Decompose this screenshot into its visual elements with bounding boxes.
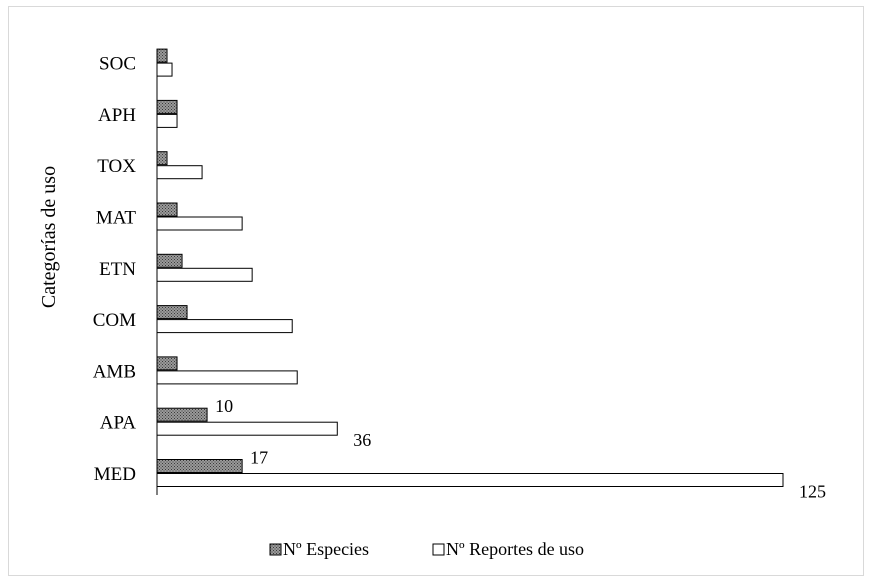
legend: Nº Especies Nº Reportes de uso: [269, 539, 584, 559]
bar-reportes-apa: [156, 421, 338, 436]
bar-chart: Categorías de uso MED 17 125 APA 10 36 AMB COM E…: [38, 48, 826, 559]
data-label-especies-med: 17: [250, 448, 268, 468]
category-label-tox: TOX: [97, 156, 136, 177]
category-label-apa: APA: [100, 413, 137, 434]
y-axis-title: Categorías de uso: [38, 166, 60, 308]
bar-especies-aph: [156, 99, 178, 114]
data-label-especies-apa: 10: [215, 396, 233, 416]
bar-reportes-aph: [156, 113, 178, 128]
category-label-soc: SOC: [99, 54, 136, 75]
bar-especies-com: [156, 305, 188, 320]
bar-especies-etn: [156, 253, 183, 268]
bar-especies-med: [156, 459, 243, 473]
bar-reportes-etn: [156, 267, 253, 282]
bar-especies-amb: [156, 356, 178, 371]
chart-frame: Categorías de uso MED 17 125 APA 10 36 AMB COM E…: [8, 6, 864, 576]
data-label-reportes-med: 125: [799, 482, 826, 502]
bar-reportes-tox: [156, 165, 203, 180]
bar-especies-apa: [156, 407, 208, 422]
category-label-aph: APH: [98, 105, 136, 126]
bar-reportes-amb: [156, 370, 298, 385]
bar-reportes-med: [156, 473, 784, 487]
legend-label-especies: Nº Especies: [283, 539, 369, 559]
category-label-mat: MAT: [96, 208, 137, 229]
bar-especies-tox: [156, 151, 168, 166]
legend-label-reportes: Nº Reportes de uso: [446, 539, 584, 559]
bar-reportes-mat: [156, 216, 243, 231]
category-label-med: MED: [94, 464, 136, 485]
bar-reportes-soc: [156, 62, 173, 77]
data-label-reportes-apa: 36: [353, 430, 371, 450]
legend-swatch-especies: [269, 543, 282, 556]
category-label-com: COM: [93, 310, 136, 331]
bar-especies-soc: [156, 48, 168, 63]
category-label-etn: ETN: [99, 259, 136, 280]
legend-item-reportes: Nº Reportes de uso: [432, 539, 584, 559]
bars-group: MED 17 125 APA 10 36 AMB COM ETN MAT TOX APH SOC: [93, 48, 826, 502]
category-label-amb: AMB: [93, 361, 136, 382]
bar-especies-mat: [156, 202, 178, 217]
legend-swatch-reportes: [432, 543, 445, 556]
bar-reportes-com: [156, 319, 293, 334]
legend-item-especies: Nº Especies: [269, 539, 369, 559]
